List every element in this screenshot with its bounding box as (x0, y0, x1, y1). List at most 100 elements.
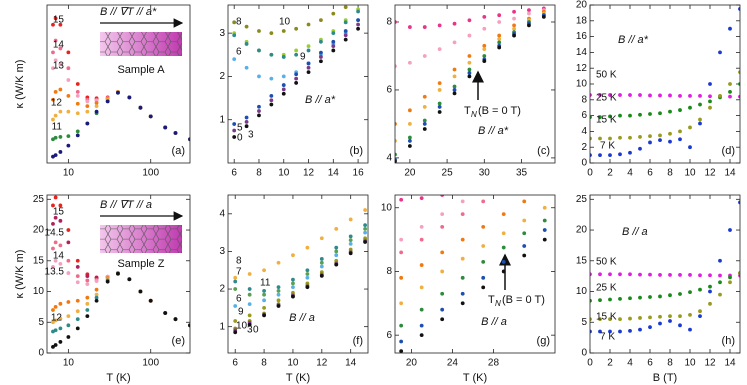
data-point (738, 82, 740, 86)
data-point (452, 21, 457, 26)
data-point (66, 323, 71, 328)
data-point (688, 312, 692, 317)
data-point (543, 190, 547, 194)
data-point (678, 108, 682, 112)
data-point (728, 82, 732, 86)
x-tick-label: 20 (404, 168, 416, 179)
data-point (58, 22, 63, 27)
data-point (247, 313, 252, 318)
data-point (66, 335, 71, 339)
data-point (460, 256, 465, 261)
data-point (75, 280, 80, 285)
x-tick-label: 14 (345, 358, 357, 369)
series-label: 0 (253, 325, 259, 336)
data-point (460, 291, 465, 296)
data-point (638, 295, 642, 300)
data-point (291, 277, 295, 282)
data-point (437, 23, 442, 28)
y-tick-label: 4 (386, 153, 392, 164)
data-point (481, 224, 486, 229)
data-point (51, 50, 55, 55)
data-point (542, 218, 547, 223)
data-point (482, 14, 487, 19)
series-label: 15 K (596, 115, 617, 126)
data-point (738, 200, 740, 205)
data-point (608, 136, 612, 141)
data-point (94, 109, 99, 114)
data-point (522, 199, 527, 204)
y-tick-label: 15 (576, 255, 588, 266)
series-label: 14.5 (45, 228, 65, 239)
series-label: 8 (236, 256, 242, 267)
data-point (698, 102, 702, 107)
data-point (598, 317, 602, 322)
data-point (437, 105, 442, 109)
data-point (648, 315, 652, 320)
data-point (395, 20, 397, 24)
data-point (658, 321, 662, 326)
data-point (407, 135, 412, 140)
data-point (522, 253, 527, 258)
data-point (708, 289, 712, 294)
y-tick-label: 2 (219, 71, 225, 82)
data-point (440, 317, 445, 322)
annotation: (B = 0 T) (478, 105, 521, 117)
data-point (53, 343, 58, 347)
data-point (363, 230, 368, 235)
x-tick-label: 10 (63, 358, 75, 369)
x-tick-label: 6 (647, 358, 653, 369)
data-point (66, 228, 71, 232)
data-point (618, 135, 622, 140)
data-point (53, 135, 58, 140)
series-label: 10 (236, 321, 248, 332)
data-point (188, 137, 190, 142)
data-point (481, 259, 486, 264)
data-point (66, 258, 71, 263)
data-point (658, 133, 662, 138)
inset-a (100, 18, 184, 56)
data-point (395, 64, 397, 69)
data-point (269, 31, 274, 36)
annotation: T (464, 105, 471, 117)
data-point (51, 246, 55, 251)
axes-frame (394, 194, 556, 354)
data-point (688, 327, 692, 332)
data-point (481, 190, 485, 194)
data-point (85, 308, 90, 312)
data-point (53, 38, 58, 43)
x-tick-label: 14 (724, 168, 736, 179)
series-label: 9 (300, 52, 306, 63)
data-point (306, 22, 311, 27)
data-point (395, 152, 397, 157)
data-point (75, 90, 80, 94)
data-point (66, 300, 71, 304)
data-point (590, 272, 592, 277)
series-label: 13.5 (45, 267, 65, 278)
data-point (460, 275, 465, 280)
data-point (66, 50, 71, 55)
series-label: 15 K (596, 312, 617, 323)
data-point (638, 316, 642, 320)
data-point (294, 72, 299, 77)
data-point (53, 215, 58, 220)
data-point (66, 143, 71, 148)
data-point (698, 314, 702, 319)
data-point (628, 328, 632, 333)
data-point (527, 8, 531, 12)
x-tick-label: 25 (442, 168, 454, 179)
data-point (527, 23, 531, 28)
data-point (94, 279, 99, 283)
data-point (247, 272, 252, 276)
data-point (334, 253, 339, 258)
data-point (648, 140, 652, 145)
data-point (738, 7, 740, 11)
panel: 10 100 0 5 10 15 20 25 15 14.5 14 13.5 12 (e) B // ∇T … (14, 194, 191, 384)
data-point (58, 203, 63, 208)
data-point (51, 320, 55, 325)
series-label: 13 (53, 61, 65, 72)
data-point (331, 39, 336, 44)
data-point (247, 292, 252, 297)
annotation: T (488, 294, 495, 306)
data-point (481, 244, 486, 248)
data-point (244, 65, 249, 70)
